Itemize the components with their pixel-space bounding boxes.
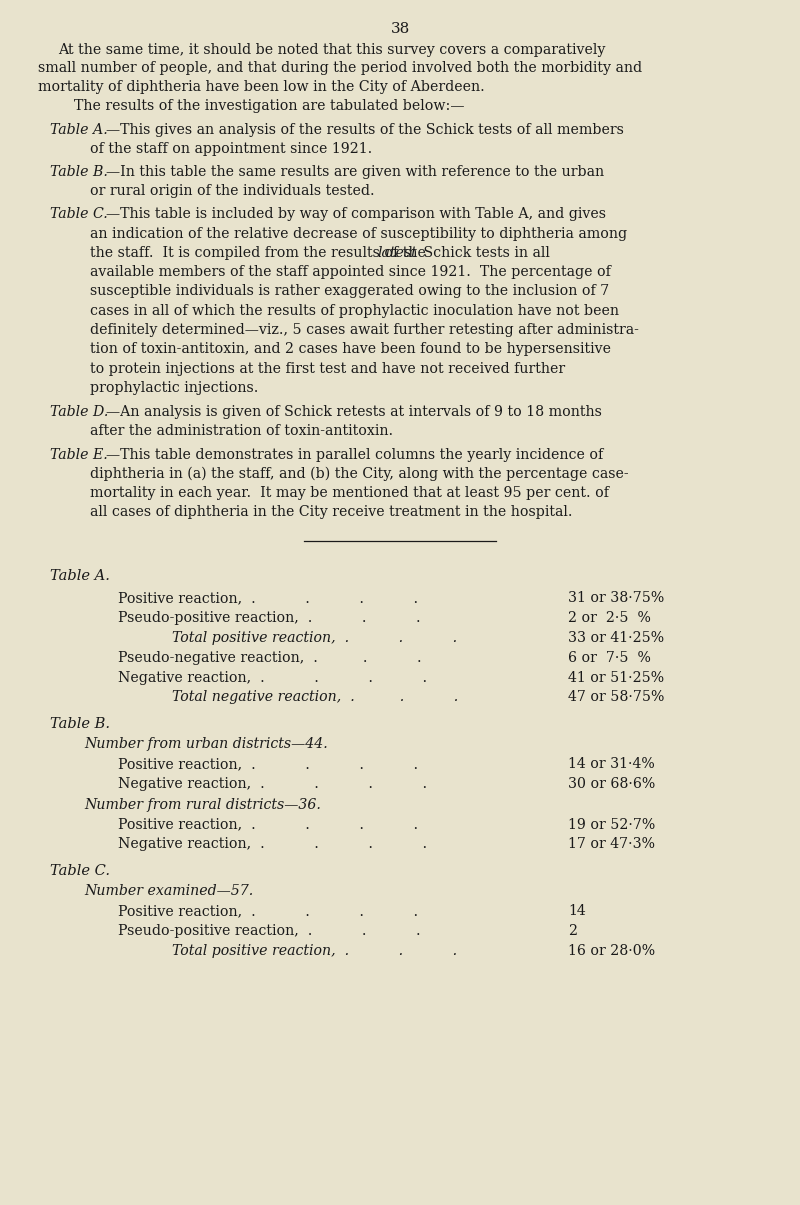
Text: Total positive reaction,  .           .           .: Total positive reaction, . . .: [172, 945, 457, 958]
Text: 16 or 28·0%: 16 or 28·0%: [568, 945, 655, 958]
Text: Negative reaction,  .           .           .           .: Negative reaction, . . . .: [118, 837, 427, 852]
Text: small number of people, and that during the period involved both the morbidity a: small number of people, and that during …: [38, 61, 642, 76]
Text: after the administration of toxin-antitoxin.: after the administration of toxin-antito…: [90, 424, 393, 439]
Text: 17 or 47·3%: 17 or 47·3%: [568, 837, 655, 852]
Text: cases in all of which the results of prophylactic inoculation have not been: cases in all of which the results of pro…: [90, 304, 618, 318]
Text: Number examined—57.: Number examined—57.: [84, 884, 254, 899]
Text: Number from urban districts—44.: Number from urban districts—44.: [84, 737, 328, 752]
Text: 6 or  7·5  %: 6 or 7·5 %: [568, 651, 651, 665]
Text: of the staff on appointment since 1921.: of the staff on appointment since 1921.: [90, 142, 372, 157]
Text: mortality of diphtheria have been low in the City of Aberdeen.: mortality of diphtheria have been low in…: [38, 80, 484, 94]
Text: to protein injections at the first test and have not received further: to protein injections at the first test …: [90, 362, 565, 376]
Text: 2 or  2·5  %: 2 or 2·5 %: [568, 611, 651, 625]
Text: Number from rural districts—36.: Number from rural districts—36.: [84, 798, 321, 812]
Text: Pseudo-negative reaction,  .          .           .: Pseudo-negative reaction, . . .: [118, 651, 422, 665]
Text: 47 or 58·75%: 47 or 58·75%: [568, 690, 664, 705]
Text: 14: 14: [568, 904, 586, 918]
Text: 14 or 31·4%: 14 or 31·4%: [568, 758, 654, 771]
Text: Negative reaction,  .           .           .           .: Negative reaction, . . . .: [118, 670, 427, 684]
Text: Table A.: Table A.: [50, 123, 107, 137]
Text: —An analysis is given of Schick retests at intervals of 9 to 18 months: —An analysis is given of Schick retests …: [106, 405, 602, 419]
Text: diphtheria in (a) the staff, and (b) the City, along with the percentage case-: diphtheria in (a) the staff, and (b) the…: [90, 468, 628, 481]
Text: At the same time, it should be noted that this survey covers a comparatively: At the same time, it should be noted tha…: [58, 42, 605, 57]
Text: Table E.: Table E.: [50, 448, 107, 462]
Text: definitely determined—viz., 5 cases await further retesting after administra-: definitely determined—viz., 5 cases awai…: [90, 323, 638, 337]
Text: The results of the investigation are tabulated below:—: The results of the investigation are tab…: [74, 99, 464, 113]
Text: 2: 2: [568, 924, 577, 939]
Text: Table A.: Table A.: [50, 569, 110, 583]
Text: 33 or 41·25%: 33 or 41·25%: [568, 631, 664, 645]
Text: mortality in each year.  It may be mentioned that at least 95 per cent. of: mortality in each year. It may be mentio…: [90, 486, 609, 500]
Text: 38: 38: [390, 22, 410, 36]
Text: Negative reaction,  .           .           .           .: Negative reaction, . . . .: [118, 777, 427, 792]
Text: Positive reaction,  .           .           .           .: Positive reaction, . . . .: [118, 758, 418, 771]
Text: latest: latest: [378, 246, 418, 260]
Text: the staff.  It is compiled from the results of the: the staff. It is compiled from the resul…: [90, 246, 430, 260]
Text: —This table demonstrates in parallel columns the yearly incidence of: —This table demonstrates in parallel col…: [106, 448, 603, 462]
Text: an indication of the relative decrease of susceptibility to diphtheria among: an indication of the relative decrease o…: [90, 227, 626, 241]
Text: Positive reaction,  .           .           .           .: Positive reaction, . . . .: [118, 592, 418, 605]
Text: 30 or 68·6%: 30 or 68·6%: [568, 777, 655, 792]
Text: Positive reaction,  .           .           .           .: Positive reaction, . . . .: [118, 817, 418, 831]
Text: 19 or 52·7%: 19 or 52·7%: [568, 817, 655, 831]
Text: Table C.: Table C.: [50, 864, 110, 878]
Text: 31 or 38·75%: 31 or 38·75%: [568, 592, 664, 605]
Text: —In this table the same results are given with reference to the urban: —In this table the same results are give…: [106, 165, 604, 180]
Text: Table C.: Table C.: [50, 207, 107, 222]
Text: Positive reaction,  .           .           .           .: Positive reaction, . . . .: [118, 904, 418, 918]
Text: —This gives an analysis of the results of the Schick tests of all members: —This gives an analysis of the results o…: [106, 123, 623, 137]
Text: Table B.: Table B.: [50, 165, 107, 180]
Text: Schick tests in all: Schick tests in all: [419, 246, 550, 260]
Text: —This table is included by way of comparison with Table A, and gives: —This table is included by way of compar…: [106, 207, 606, 222]
Text: 41 or 51·25%: 41 or 51·25%: [568, 670, 664, 684]
Text: or rural origin of the individuals tested.: or rural origin of the individuals teste…: [90, 184, 374, 199]
Text: all cases of diphtheria in the City receive treatment in the hospital.: all cases of diphtheria in the City rece…: [90, 506, 572, 519]
Text: Total positive reaction,  .           .           .: Total positive reaction, . . .: [172, 631, 457, 645]
Text: susceptible individuals is rather exaggerated owing to the inclusion of 7: susceptible individuals is rather exagge…: [90, 284, 609, 299]
Text: Pseudo-positive reaction,  .           .           .: Pseudo-positive reaction, . . .: [118, 611, 421, 625]
Text: tion of toxin-antitoxin, and 2 cases have been found to be hypersensitive: tion of toxin-antitoxin, and 2 cases hav…: [90, 342, 610, 357]
Text: prophylactic injections.: prophylactic injections.: [90, 381, 258, 395]
Text: Table B.: Table B.: [50, 717, 110, 731]
Text: Table D.: Table D.: [50, 405, 108, 419]
Text: available members of the staff appointed since 1921.  The percentage of: available members of the staff appointed…: [90, 265, 610, 280]
Text: Pseudo-positive reaction,  .           .           .: Pseudo-positive reaction, . . .: [118, 924, 421, 939]
Text: Total negative reaction,  .          .           .: Total negative reaction, . . .: [172, 690, 458, 705]
